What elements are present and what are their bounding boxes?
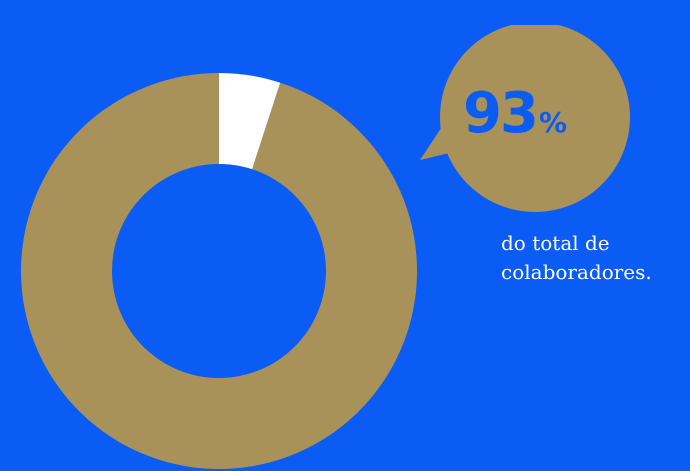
percentage-callout: 93% — [419, 25, 631, 215]
callout-bubble-tail — [420, 89, 474, 160]
callout-percent-sign: % — [538, 106, 567, 139]
caption: do total de colaboradores. — [501, 229, 690, 287]
callout-number: 93 — [463, 81, 539, 146]
speech-bubble-shape — [420, 25, 630, 212]
caption-line-2: colaboradores. — [501, 260, 652, 284]
donut-hole — [112, 164, 326, 378]
callout-bubble-circle — [440, 25, 630, 212]
caption-line-1: do total de — [501, 231, 610, 255]
callout-value: 93% — [463, 79, 613, 149]
